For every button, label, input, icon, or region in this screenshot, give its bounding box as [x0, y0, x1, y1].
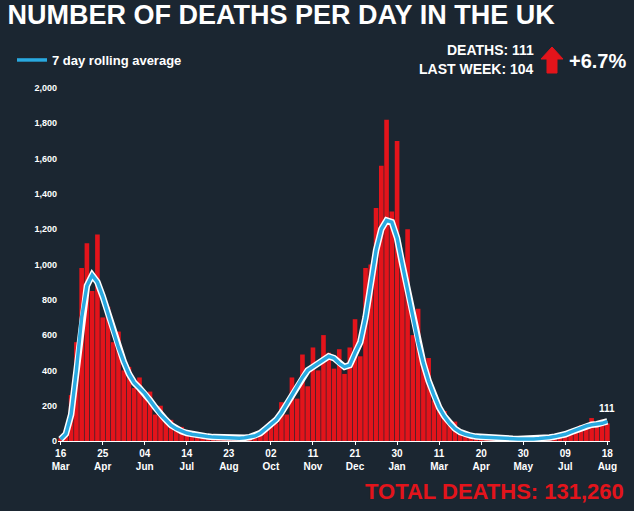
svg-text:30May: 30May: [514, 448, 534, 472]
svg-text:200: 200: [42, 401, 57, 411]
svg-text:21Dec: 21Dec: [346, 448, 365, 472]
svg-text:1,200: 1,200: [34, 224, 57, 234]
svg-text:23Aug: 23Aug: [219, 448, 238, 472]
svg-text:1,000: 1,000: [34, 260, 57, 270]
svg-text:1,800: 1,800: [34, 118, 57, 128]
svg-text:14Jul: 14Jul: [180, 448, 195, 472]
svg-text:800: 800: [42, 295, 57, 305]
svg-text:1,600: 1,600: [34, 154, 57, 164]
svg-text:11Mar: 11Mar: [430, 448, 448, 472]
svg-text:16Mar: 16Mar: [52, 448, 70, 472]
svg-text:+6.7%: +6.7%: [569, 50, 626, 72]
svg-text:0: 0: [52, 436, 57, 446]
svg-text:LAST WEEK: 104: LAST WEEK: 104: [419, 61, 534, 77]
svg-text:30Jan: 30Jan: [388, 448, 405, 472]
svg-text:25Apr: 25Apr: [94, 448, 111, 472]
svg-text:7 day rolling average: 7 day rolling average: [52, 53, 181, 68]
svg-text:TOTAL DEATHS: 131,260: TOTAL DEATHS: 131,260: [365, 479, 624, 504]
svg-text:02Oct: 02Oct: [263, 448, 280, 472]
svg-text:NUMBER OF DEATHS PER DAY IN TH: NUMBER OF DEATHS PER DAY IN THE UK: [8, 0, 556, 30]
svg-text:DEATHS: 111: DEATHS: 111: [447, 42, 534, 58]
svg-text:111: 111: [599, 403, 615, 414]
svg-text:11Nov: 11Nov: [304, 448, 323, 472]
svg-text:2,000: 2,000: [34, 83, 57, 93]
svg-text:400: 400: [42, 366, 57, 376]
svg-text:18Aug: 18Aug: [598, 448, 617, 472]
svg-text:20Apr: 20Apr: [473, 448, 490, 472]
svg-text:09Jul: 09Jul: [558, 448, 573, 472]
svg-text:600: 600: [42, 330, 57, 340]
svg-text:04Jun: 04Jun: [136, 448, 154, 472]
svg-text:1,400: 1,400: [34, 189, 57, 199]
